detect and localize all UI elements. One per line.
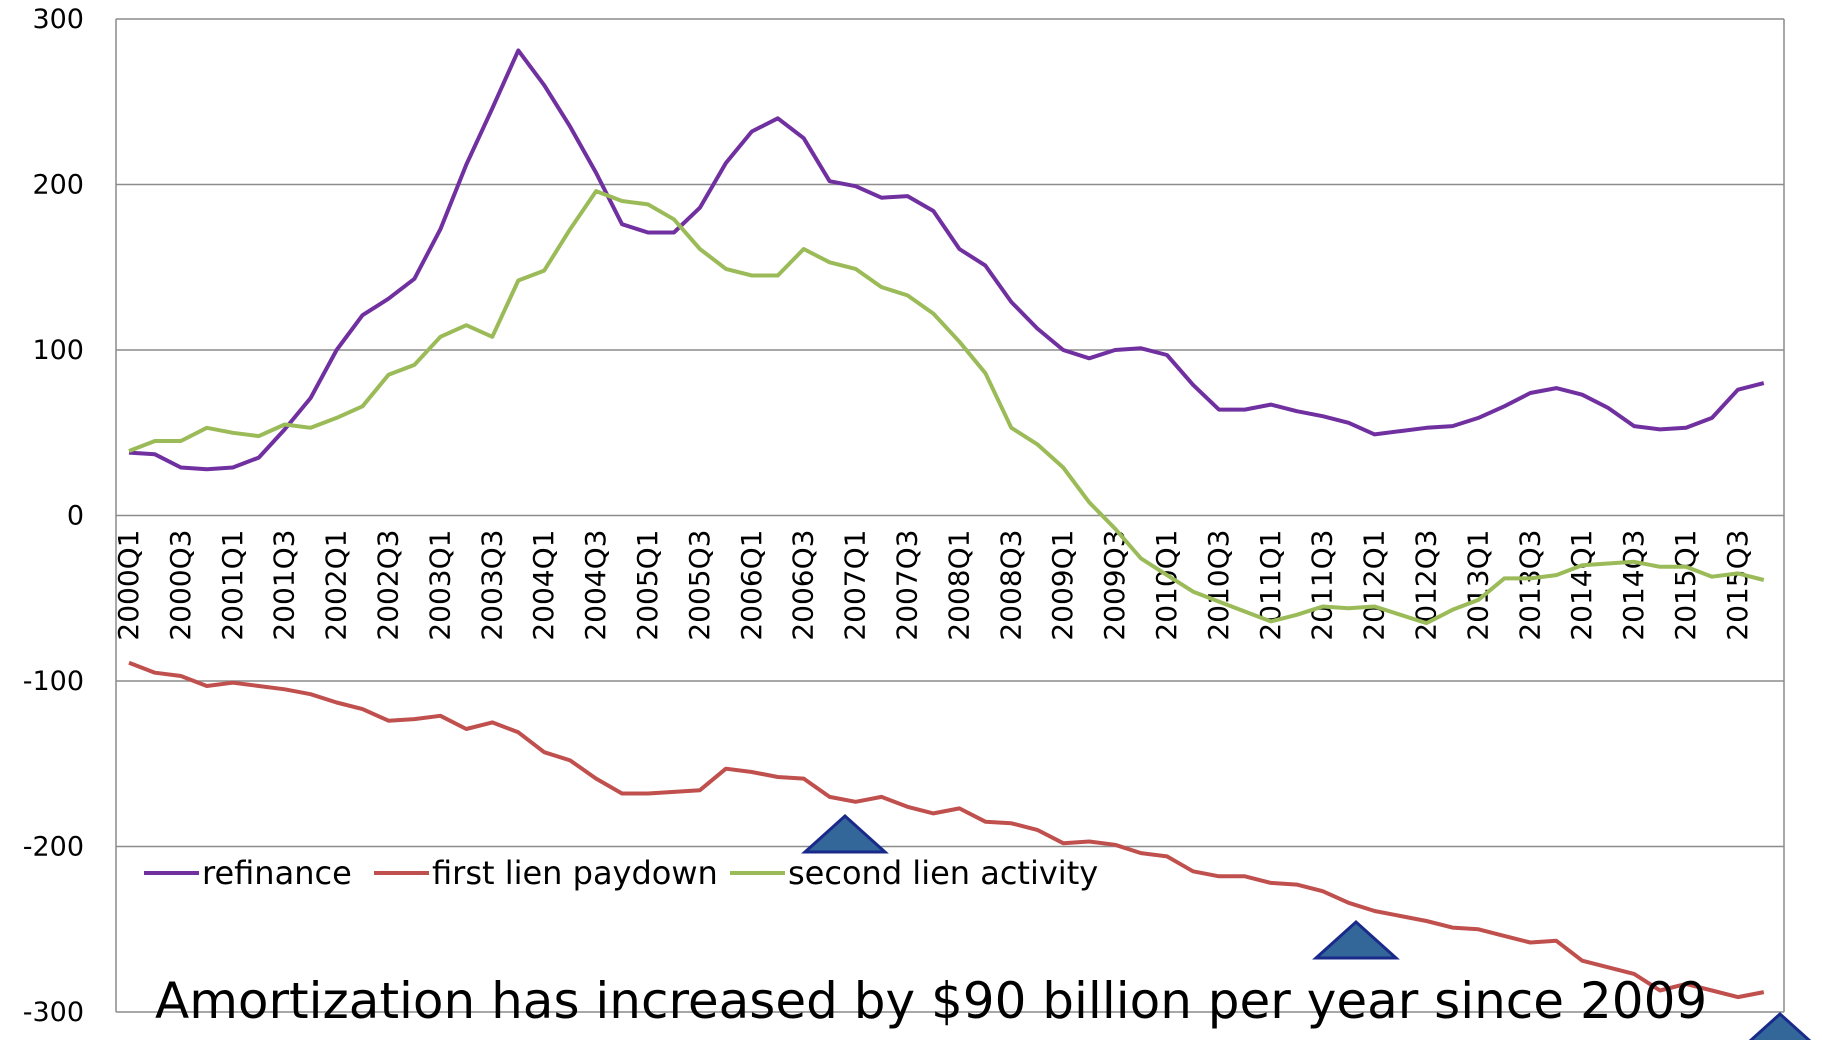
legend-label: refinance bbox=[202, 854, 352, 892]
y-tick-label: 0 bbox=[67, 501, 84, 532]
x-tick-label: 2014Q1 bbox=[1565, 530, 1598, 641]
y-tick-label: -300 bbox=[23, 997, 84, 1028]
legend-label: first lien paydown bbox=[432, 854, 718, 892]
x-tick-label: 2011Q1 bbox=[1254, 530, 1287, 641]
y-tick-label: -200 bbox=[23, 832, 84, 863]
x-tick-label: 2008Q3 bbox=[994, 530, 1027, 641]
x-tick-label: 2004Q1 bbox=[527, 530, 560, 641]
y-tick-label: 100 bbox=[32, 335, 84, 366]
y-tick-label: 300 bbox=[32, 4, 84, 35]
x-tick-label: 2009Q3 bbox=[1098, 530, 1131, 641]
x-tick-label: 2007Q3 bbox=[891, 530, 924, 641]
x-tick-label: 2010Q1 bbox=[1150, 530, 1183, 641]
x-tick-label: 2000Q3 bbox=[164, 530, 197, 641]
chart-annotation: Amortization has increased by $90 billio… bbox=[155, 972, 1707, 1030]
triangle-markers bbox=[801, 813, 1812, 1040]
x-tick-label: 2002Q1 bbox=[320, 530, 353, 641]
x-tick-label: 2013Q1 bbox=[1461, 530, 1494, 641]
x-tick-label: 2006Q3 bbox=[787, 530, 820, 641]
x-axis-ticks: 2000Q1 2000Q3 2001Q1 2001Q3 2002Q1 2002Q3 2003… bbox=[112, 530, 1754, 641]
x-tick-label: 2001Q3 bbox=[268, 530, 301, 641]
x-tick-label: 2003Q1 bbox=[423, 530, 456, 641]
x-tick-label: 2015Q3 bbox=[1721, 530, 1754, 641]
series-lines bbox=[128, 48, 1765, 1000]
legend-label: second lien activity bbox=[788, 854, 1098, 892]
x-tick-label: 2010Q3 bbox=[1202, 530, 1235, 641]
x-tick-label: 2001Q1 bbox=[216, 530, 249, 641]
x-tick-label: 2007Q1 bbox=[839, 530, 872, 641]
triangle-marker bbox=[1312, 919, 1400, 960]
series-line-first-lien-paydown bbox=[128, 660, 1765, 1000]
x-tick-label: 2005Q1 bbox=[631, 530, 664, 641]
x-tick-label: 2002Q3 bbox=[372, 530, 405, 641]
series-line-refinance bbox=[128, 48, 1765, 472]
triangle-marker bbox=[1748, 1011, 1812, 1040]
gridlines bbox=[115, 18, 1785, 1013]
x-tick-label: 2000Q1 bbox=[112, 530, 145, 641]
x-tick-label: 2014Q3 bbox=[1617, 530, 1650, 641]
x-tick-label: 2005Q3 bbox=[683, 530, 716, 641]
x-tick-label: 2009Q1 bbox=[1046, 530, 1079, 641]
x-tick-label: 2015Q1 bbox=[1669, 530, 1702, 641]
x-tick-label: 2013Q3 bbox=[1513, 530, 1546, 641]
x-tick-label: 2003Q3 bbox=[475, 530, 508, 641]
y-tick-label: 200 bbox=[32, 170, 84, 201]
x-tick-label: 2006Q1 bbox=[735, 530, 768, 641]
y-tick-label: -100 bbox=[23, 666, 84, 697]
x-tick-label: 2012Q1 bbox=[1358, 530, 1391, 641]
triangle-marker bbox=[801, 813, 889, 854]
y-axis-ticks: 300 200 100 0 -100 -200 -300 bbox=[23, 4, 84, 1028]
series-line-second-lien-activity bbox=[128, 189, 1765, 626]
legend: refinance first lien paydown second lien a… bbox=[144, 854, 1098, 892]
x-tick-label: 2011Q3 bbox=[1306, 530, 1339, 641]
x-tick-label: 2008Q1 bbox=[942, 530, 975, 641]
x-tick-label: 2004Q3 bbox=[579, 530, 612, 641]
